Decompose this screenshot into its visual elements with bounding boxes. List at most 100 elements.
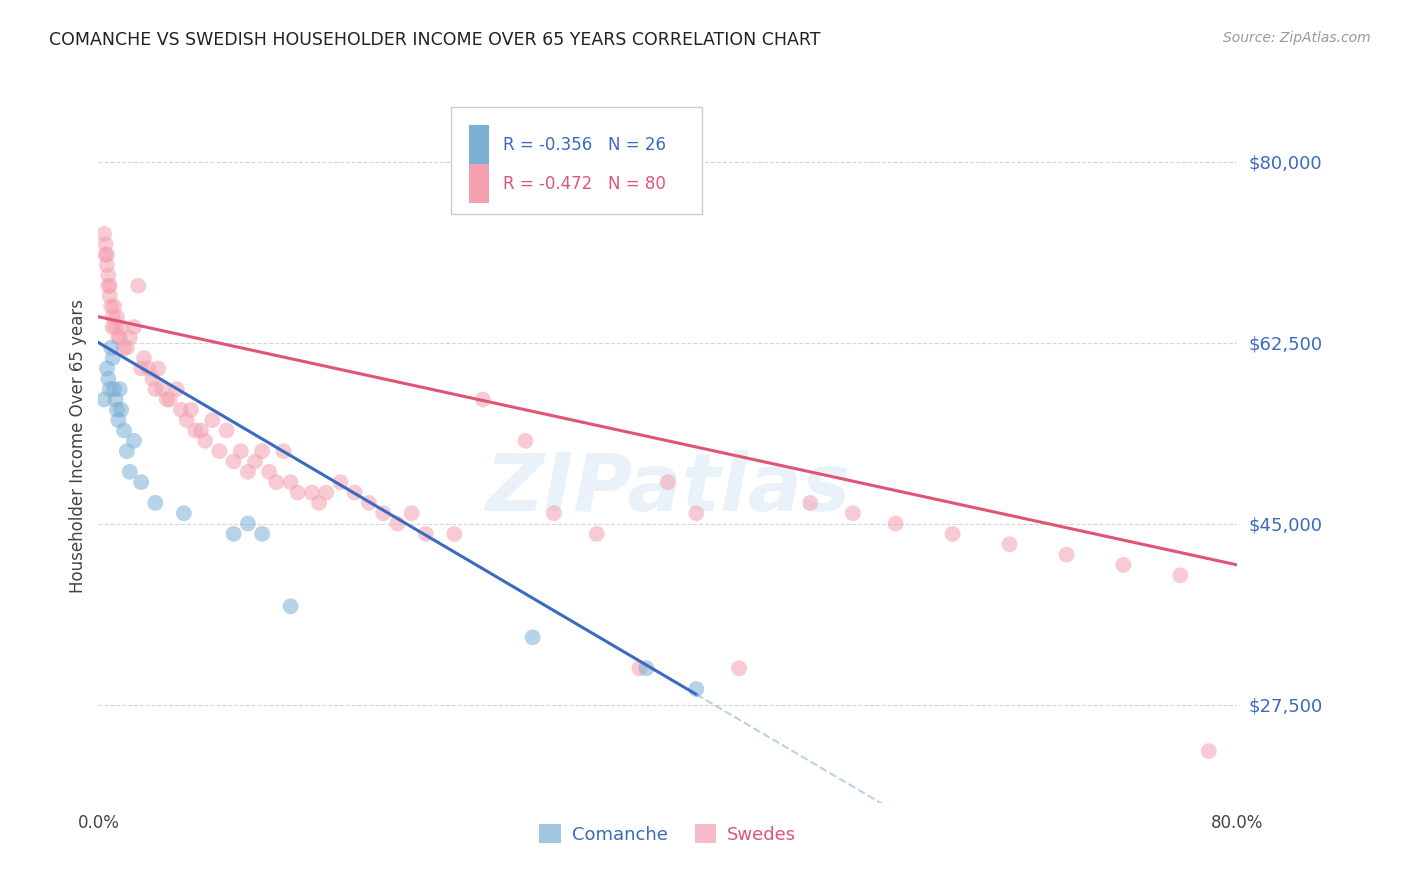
Point	[208, 444, 231, 458]
Point	[110, 402, 132, 417]
Point	[100, 341, 122, 355]
Point	[190, 424, 212, 438]
Point	[280, 599, 302, 614]
Point	[115, 444, 138, 458]
Point	[998, 537, 1021, 551]
Point	[129, 361, 152, 376]
Point	[136, 361, 159, 376]
Legend: Comanche, Swedes: Comanche, Swedes	[531, 817, 804, 851]
Point	[96, 258, 118, 272]
Point	[156, 392, 179, 407]
Point	[105, 310, 128, 324]
Point	[515, 434, 537, 448]
Point	[1198, 744, 1220, 758]
Point	[842, 506, 865, 520]
Point	[799, 496, 821, 510]
Point	[107, 413, 129, 427]
Point	[97, 278, 120, 293]
Point	[728, 661, 751, 675]
Y-axis label: Householder Income Over 65 years: Householder Income Over 65 years	[69, 299, 87, 593]
Point	[108, 330, 131, 344]
Point	[201, 413, 224, 427]
Point	[273, 444, 295, 458]
Point	[108, 382, 131, 396]
Point	[96, 248, 118, 262]
Point	[884, 516, 907, 531]
Text: Source: ZipAtlas.com: Source: ZipAtlas.com	[1223, 31, 1371, 45]
Point	[115, 341, 138, 355]
Point	[250, 444, 273, 458]
Point	[98, 289, 121, 303]
Point	[122, 320, 145, 334]
Point	[685, 681, 707, 696]
Point	[1112, 558, 1135, 572]
Text: R = -0.356   N = 26: R = -0.356 N = 26	[503, 136, 665, 153]
Point	[522, 630, 544, 644]
Point	[96, 361, 118, 376]
Point	[94, 248, 117, 262]
Point	[585, 527, 607, 541]
Point	[145, 496, 167, 510]
Point	[280, 475, 302, 490]
Point	[443, 527, 465, 541]
Point	[236, 465, 259, 479]
Point	[170, 402, 193, 417]
Point	[373, 506, 395, 520]
Point	[1170, 568, 1192, 582]
Point	[173, 506, 195, 520]
Point	[122, 434, 145, 448]
Point	[236, 516, 259, 531]
Point	[98, 278, 121, 293]
Point	[101, 351, 124, 365]
Point	[105, 402, 128, 417]
Point	[415, 527, 437, 541]
Point	[636, 661, 658, 675]
Point	[266, 475, 288, 490]
Point	[471, 392, 494, 407]
Point	[97, 268, 120, 283]
Point	[942, 527, 965, 541]
Point	[110, 320, 132, 334]
Point	[166, 382, 188, 396]
Point	[141, 372, 163, 386]
Point	[180, 402, 202, 417]
Text: COMANCHE VS SWEDISH HOUSEHOLDER INCOME OVER 65 YEARS CORRELATION CHART: COMANCHE VS SWEDISH HOUSEHOLDER INCOME O…	[49, 31, 821, 49]
Point	[101, 320, 124, 334]
Point	[112, 341, 135, 355]
Point	[387, 516, 409, 531]
Point	[103, 299, 125, 313]
Point	[112, 424, 135, 438]
Point	[93, 392, 115, 407]
Point	[308, 496, 330, 510]
Point	[127, 278, 149, 293]
Point	[401, 506, 423, 520]
Point	[148, 361, 170, 376]
Text: ZIPatlas: ZIPatlas	[485, 450, 851, 528]
Point	[222, 527, 245, 541]
Point	[132, 351, 155, 365]
Point	[100, 299, 122, 313]
Point	[357, 496, 380, 510]
Point	[118, 330, 141, 344]
Point	[107, 330, 129, 344]
Point	[129, 475, 152, 490]
Point	[101, 310, 124, 324]
Text: R = -0.472   N = 80: R = -0.472 N = 80	[503, 175, 665, 193]
Point	[287, 485, 309, 500]
Point	[94, 237, 117, 252]
Point	[97, 372, 120, 386]
Point	[628, 661, 651, 675]
FancyBboxPatch shape	[468, 164, 489, 203]
Point	[145, 382, 167, 396]
Point	[301, 485, 323, 500]
Point	[329, 475, 352, 490]
Point	[315, 485, 337, 500]
Point	[184, 424, 207, 438]
Point	[543, 506, 565, 520]
Point	[98, 382, 121, 396]
Point	[93, 227, 115, 241]
Point	[343, 485, 366, 500]
Point	[103, 382, 125, 396]
FancyBboxPatch shape	[468, 125, 489, 164]
Point	[243, 454, 266, 468]
